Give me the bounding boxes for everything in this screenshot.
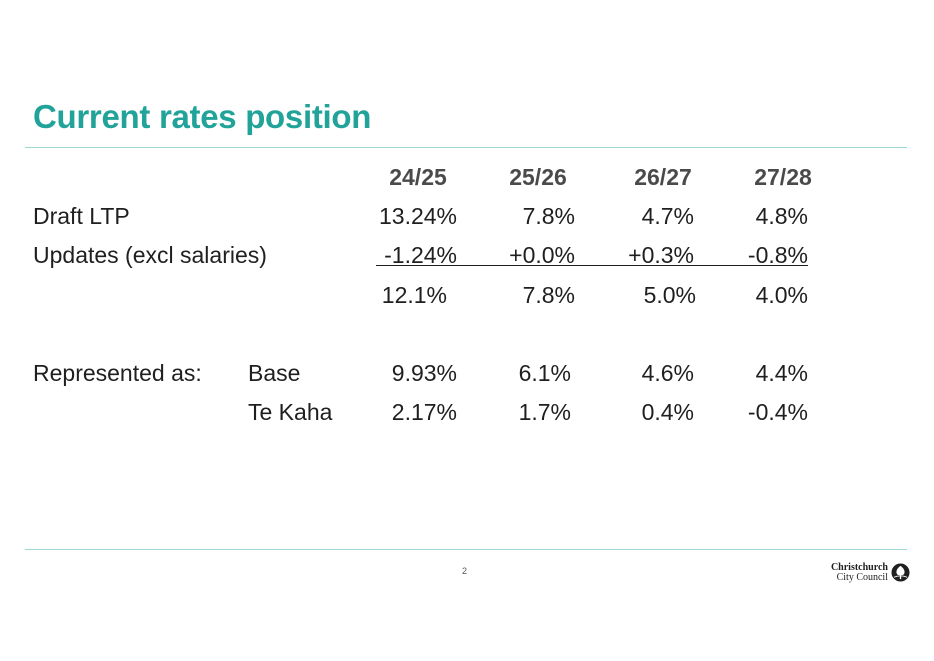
cell-tekaha-2728: -0.4% bbox=[747, 399, 808, 425]
cell-base-2425: 9.93% bbox=[391, 360, 457, 386]
logo-line-1: Christchurch bbox=[830, 562, 888, 573]
footer-divider bbox=[25, 549, 907, 550]
cell-tekaha-2526: 1.7% bbox=[518, 399, 571, 425]
cell-tekaha-2425: 2.17% bbox=[391, 399, 457, 425]
cell-updates-2728: -0.8% bbox=[747, 242, 808, 268]
column-header-2627: 26/27 bbox=[634, 164, 692, 190]
row-label-base: Base bbox=[248, 360, 301, 386]
row-label-draft-ltp: Draft LTP bbox=[33, 203, 130, 229]
cell-tekaha-2627: 0.4% bbox=[641, 399, 694, 425]
cell-updates-2425: -1.24% bbox=[384, 242, 457, 268]
row-label-updates: Updates (excl salaries) bbox=[33, 242, 267, 268]
cell-base-2728: 4.4% bbox=[755, 360, 808, 386]
represented-as-label: Represented as: bbox=[33, 360, 202, 386]
cell-total-2425: 12.1% bbox=[381, 282, 447, 308]
christchurch-city-council-logo: Christchurch City Council bbox=[826, 562, 910, 584]
column-header-2425: 24/25 bbox=[389, 164, 447, 190]
cell-draft-2627: 4.7% bbox=[641, 203, 694, 229]
logo-text: Christchurch City Council bbox=[831, 563, 888, 583]
cell-total-2728: 4.0% bbox=[755, 282, 808, 308]
cell-total-2526: 7.8% bbox=[522, 282, 575, 308]
title-divider bbox=[25, 147, 907, 148]
council-tree-icon bbox=[891, 563, 910, 582]
cell-base-2526: 6.1% bbox=[518, 360, 571, 386]
cell-draft-2425: 13.24% bbox=[378, 203, 457, 229]
cell-base-2627: 4.6% bbox=[641, 360, 694, 386]
cell-total-2627: 5.0% bbox=[643, 282, 696, 308]
subtotal-underline bbox=[376, 265, 808, 266]
page-number: 2 bbox=[462, 566, 468, 576]
cell-draft-2728: 4.8% bbox=[755, 203, 808, 229]
row-label-te-kaha: Te Kaha bbox=[248, 399, 333, 425]
column-header-2728: 27/28 bbox=[754, 164, 812, 190]
logo-line-2: City Council bbox=[836, 572, 888, 583]
cell-draft-2526: 7.8% bbox=[522, 203, 575, 229]
cell-updates-2627: +0.3% bbox=[628, 242, 694, 268]
cell-updates-2526: +0.0% bbox=[509, 242, 575, 268]
slide-title: Current rates position bbox=[33, 98, 372, 135]
column-header-2526: 25/26 bbox=[509, 164, 567, 190]
